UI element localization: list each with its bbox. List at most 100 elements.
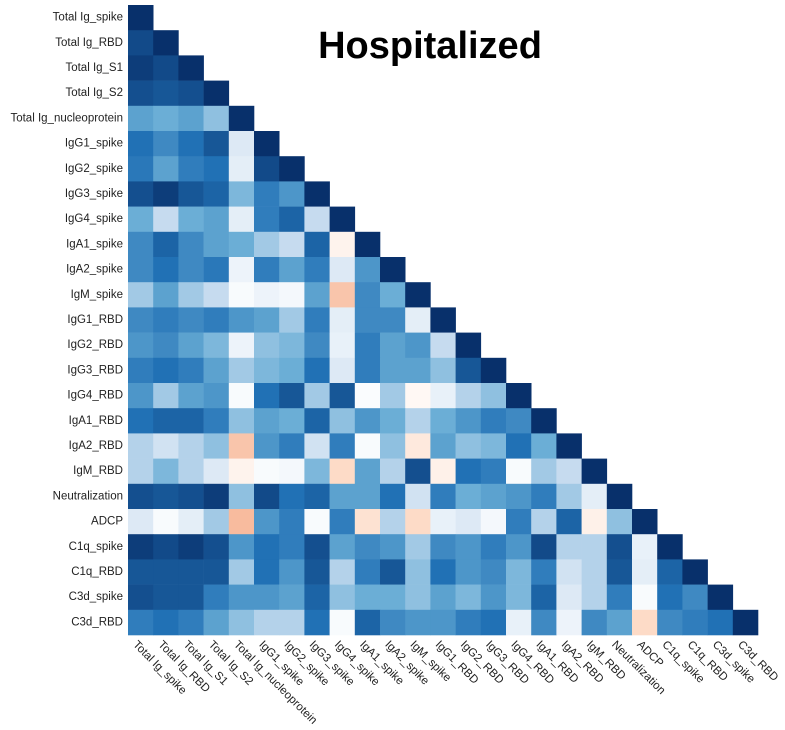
heatmap-cell <box>254 181 280 207</box>
heatmap-cell <box>304 433 330 459</box>
heatmap-cell <box>380 307 406 333</box>
heatmap-cell <box>506 509 532 535</box>
heatmap-cell <box>430 534 456 560</box>
heatmap-cell <box>178 131 204 157</box>
heatmap-cell <box>279 156 305 182</box>
heatmap-cell <box>254 357 280 384</box>
heatmap-cell <box>203 307 230 333</box>
heatmap-cell <box>556 609 582 636</box>
y-tick-label: IgG4_spike <box>65 213 123 225</box>
heatmap-cell <box>203 509 230 535</box>
heatmap-cell <box>329 609 356 636</box>
heatmap-cell <box>430 307 456 333</box>
heatmap-cell <box>405 332 431 359</box>
heatmap-cell <box>304 584 330 611</box>
heatmap-cell <box>279 408 305 434</box>
heatmap-cell <box>153 80 179 107</box>
heatmap-cell <box>228 181 255 207</box>
heatmap-cell <box>682 609 708 636</box>
heatmap-cell <box>682 559 708 585</box>
heatmap-cell <box>405 483 431 510</box>
heatmap-cell <box>254 509 280 535</box>
heatmap-cell <box>178 231 204 258</box>
heatmap-cell <box>506 383 532 409</box>
heatmap-cell <box>329 559 356 585</box>
heatmap-cell <box>153 534 179 560</box>
heatmap-cell <box>153 332 179 359</box>
heatmap-cell <box>128 30 154 56</box>
heatmap-cell <box>203 458 230 485</box>
heatmap-cell <box>657 584 683 611</box>
heatmap-cell <box>455 534 482 560</box>
heatmap-cell <box>279 509 305 535</box>
heatmap-cell <box>178 282 204 308</box>
heatmap-cell <box>228 206 255 233</box>
heatmap-cell <box>707 609 734 636</box>
heatmap-cell <box>178 559 204 585</box>
heatmap-cell <box>228 509 255 535</box>
heatmap-cell <box>304 282 330 308</box>
heatmap-cell <box>329 332 356 359</box>
heatmap-cell <box>606 584 633 611</box>
heatmap-cell <box>178 181 204 207</box>
heatmap-cell <box>430 584 456 611</box>
heatmap-cell <box>228 307 255 333</box>
heatmap-cell <box>254 408 280 434</box>
heatmap-cell <box>178 458 204 485</box>
heatmap-cell <box>304 257 330 283</box>
heatmap-cell <box>354 383 381 409</box>
heatmap-cell <box>304 483 330 510</box>
heatmap-cell <box>228 231 255 258</box>
heatmap-cell <box>304 559 330 585</box>
heatmap-cell <box>178 483 204 510</box>
heatmap-cell <box>430 383 456 409</box>
heatmap-cell <box>480 584 507 611</box>
heatmap-cell <box>153 433 179 459</box>
heatmap-cell <box>480 458 507 485</box>
heatmap-cell <box>279 332 305 359</box>
heatmap-cell <box>153 307 179 333</box>
heatmap-cell <box>128 458 154 485</box>
heatmap-cell <box>405 609 431 636</box>
heatmap-cell <box>279 383 305 409</box>
heatmap-cell <box>354 609 381 636</box>
heatmap-cell <box>732 609 759 636</box>
heatmap-cell <box>480 534 507 560</box>
heatmap-cell <box>556 584 582 611</box>
heatmap-cell <box>304 332 330 359</box>
y-tick-label: IgG2_RBD <box>67 339 123 351</box>
heatmap-cell <box>405 584 431 611</box>
y-tick-label: IgM_RBD <box>73 465 123 477</box>
heatmap-cell <box>354 231 381 258</box>
heatmap-cell <box>380 584 406 611</box>
heatmap-cell <box>329 307 356 333</box>
heatmap-cell <box>153 483 179 510</box>
heatmap-cell <box>178 257 204 283</box>
heatmap-cell <box>304 458 330 485</box>
y-tick-label: IgA1_RBD <box>69 415 123 427</box>
heatmap-cell <box>329 206 356 233</box>
heatmap-cell <box>380 282 406 308</box>
heatmap-cell <box>606 609 633 636</box>
heatmap-cell <box>153 357 179 384</box>
heatmap-cell <box>354 282 381 308</box>
heatmap-cell <box>203 534 230 560</box>
heatmap-cell <box>455 383 482 409</box>
heatmap-cell <box>405 282 431 308</box>
y-tick-label: IgM_spike <box>71 289 123 301</box>
y-tick-label: Total Ig_S2 <box>65 87 123 99</box>
heatmap-cell <box>682 584 708 611</box>
heatmap-cell <box>606 559 633 585</box>
heatmap-cell <box>279 609 305 636</box>
heatmap-cell <box>531 509 557 535</box>
heatmap-cell <box>354 357 381 384</box>
heatmap-cell <box>128 181 154 207</box>
heatmap-cell <box>556 509 582 535</box>
heatmap-cell <box>380 609 406 636</box>
heatmap-cell <box>254 307 280 333</box>
heatmap-cell <box>304 509 330 535</box>
heatmap-cell <box>128 5 154 31</box>
chart-title: Hospitalized <box>318 25 542 67</box>
heatmap-cell <box>254 584 280 611</box>
heatmap-cell <box>329 433 356 459</box>
